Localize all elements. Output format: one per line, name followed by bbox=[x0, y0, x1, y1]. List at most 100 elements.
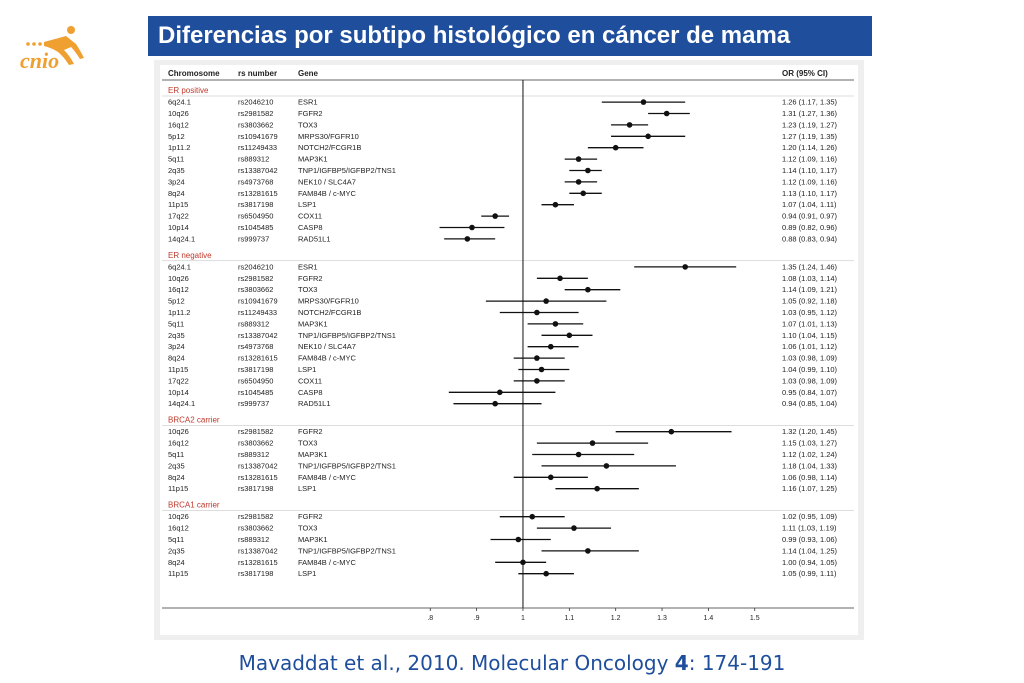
x-tick-label: 1.1 bbox=[564, 615, 574, 622]
row-gene: TOX3 bbox=[298, 524, 317, 533]
row-gene: MRPS30/FGFR10 bbox=[298, 132, 359, 141]
row-chromosome: 10q26 bbox=[168, 427, 189, 436]
row-rs-number: rs2981582 bbox=[238, 274, 273, 283]
x-tick-label: .8 bbox=[427, 615, 433, 622]
row-chromosome: 10p14 bbox=[168, 388, 189, 397]
row-or-label: 1.00 (0.94, 1.05) bbox=[782, 558, 838, 567]
row-gene: RAD51L1 bbox=[298, 399, 331, 408]
forest-plot: Chromosome rs number Gene OR (95% CI) ER pos… bbox=[162, 69, 854, 622]
row-gene: CASP8 bbox=[298, 223, 323, 232]
row-or-label: 1.14 (1.09, 1.21) bbox=[782, 285, 838, 294]
row-or-label: 1.07 (1.01, 1.13) bbox=[782, 319, 838, 328]
x-tick-label: 1.3 bbox=[657, 615, 667, 622]
x-tick-label: 1.4 bbox=[704, 615, 714, 622]
row-or-label: 1.04 (0.99, 1.10) bbox=[782, 365, 838, 374]
row-chromosome: 5q11 bbox=[168, 450, 184, 459]
row-rs-number: rs11249433 bbox=[238, 143, 277, 152]
row-or-label: 1.03 (0.98, 1.09) bbox=[782, 376, 838, 385]
row-chromosome: 5q11 bbox=[168, 319, 184, 328]
row-chromosome: 11p15 bbox=[168, 365, 188, 374]
or-point bbox=[626, 122, 633, 128]
row-gene: FGFR2 bbox=[298, 512, 323, 521]
or-point bbox=[603, 463, 610, 469]
row-rs-number: rs3803662 bbox=[238, 439, 273, 448]
row-chromosome: 1p11.2 bbox=[168, 308, 190, 317]
row-chromosome: 10q26 bbox=[168, 512, 189, 521]
group-label: BRCA2 carrier bbox=[168, 416, 220, 425]
row-gene: MRPS30/FGFR10 bbox=[298, 297, 359, 306]
group-label: ER positive bbox=[168, 86, 209, 95]
row-or-label: 1.02 (0.95, 1.09) bbox=[782, 512, 838, 521]
row-or-label: 1.14 (1.04, 1.25) bbox=[782, 546, 838, 555]
row-chromosome: 17q22 bbox=[168, 212, 189, 221]
row-rs-number: rs889312 bbox=[238, 535, 269, 544]
row-rs-number: rs13387042 bbox=[238, 166, 278, 175]
row-rs-number: rs3817198 bbox=[238, 569, 273, 578]
row-gene: FGFR2 bbox=[298, 109, 323, 118]
or-point bbox=[496, 389, 503, 396]
or-point bbox=[534, 355, 540, 361]
or-point bbox=[589, 440, 596, 446]
row-chromosome: 3p24 bbox=[168, 177, 185, 186]
row-gene: NOTCH2/FCGR1B bbox=[298, 308, 361, 317]
cnio-logo: cnio bbox=[14, 20, 92, 78]
or-point bbox=[547, 474, 554, 481]
row-chromosome: 11p15 bbox=[168, 200, 188, 209]
row-chromosome: 16q12 bbox=[168, 439, 189, 448]
row-or-label: 1.15 (1.03, 1.27) bbox=[782, 439, 838, 448]
or-point bbox=[543, 570, 549, 577]
row-chromosome: 10p14 bbox=[168, 223, 189, 232]
group-label: ER negative bbox=[168, 251, 212, 260]
row-rs-number: rs13387042 bbox=[238, 546, 278, 555]
or-point bbox=[529, 513, 536, 520]
row-rs-number: rs11249433 bbox=[238, 308, 277, 317]
or-point bbox=[663, 110, 670, 117]
row-chromosome: 5p12 bbox=[168, 132, 185, 141]
row-chromosome: 16q12 bbox=[168, 285, 189, 294]
row-chromosome: 2q35 bbox=[168, 166, 185, 175]
row-chromosome: 10q26 bbox=[168, 274, 189, 283]
row-rs-number: rs6504950 bbox=[238, 376, 273, 385]
row-rs-number: rs10941679 bbox=[238, 297, 278, 306]
or-point bbox=[547, 343, 554, 350]
row-or-label: 1.32 (1.20, 1.45) bbox=[782, 427, 838, 436]
or-point bbox=[469, 224, 475, 231]
or-point bbox=[668, 428, 675, 435]
row-rs-number: rs2046210 bbox=[238, 262, 273, 271]
row-gene: FAM84B / c-MYC bbox=[298, 354, 357, 363]
row-rs-number: rs2981582 bbox=[238, 512, 273, 521]
or-point bbox=[464, 236, 471, 242]
column-header: Chromosome bbox=[168, 69, 220, 78]
row-or-label: 1.27 (1.19, 1.35) bbox=[782, 132, 838, 141]
or-point bbox=[575, 451, 582, 458]
row-rs-number: rs2981582 bbox=[238, 109, 273, 118]
row-gene: LSP1 bbox=[298, 569, 316, 578]
row-or-label: 1.26 (1.17, 1.35) bbox=[782, 98, 838, 107]
row-or-label: 1.13 (1.10, 1.17) bbox=[782, 189, 838, 198]
row-or-label: 1.16 (1.07, 1.25) bbox=[782, 484, 838, 493]
or-point bbox=[585, 167, 591, 174]
or-point bbox=[538, 366, 545, 373]
row-or-label: 1.05 (0.92, 1.18) bbox=[782, 297, 838, 306]
row-gene: FGFR2 bbox=[298, 427, 323, 436]
row-rs-number: rs13281615 bbox=[238, 354, 278, 363]
row-gene: TOX3 bbox=[298, 120, 317, 129]
row-rs-number: rs1045485 bbox=[238, 388, 273, 397]
row-rs-number: rs3803662 bbox=[238, 285, 273, 294]
row-chromosome: 6q24.1 bbox=[168, 98, 191, 107]
row-chromosome: 2q35 bbox=[168, 546, 185, 555]
or-point bbox=[580, 190, 587, 197]
or-point bbox=[552, 201, 559, 208]
row-chromosome: 5p12 bbox=[168, 297, 185, 306]
row-or-label: 1.14 (1.10, 1.17) bbox=[782, 166, 838, 175]
row-rs-number: rs13281615 bbox=[238, 558, 278, 567]
row-chromosome: 10q26 bbox=[168, 109, 189, 118]
or-point bbox=[575, 179, 582, 185]
logo-text: cnio bbox=[20, 48, 59, 73]
or-point bbox=[571, 525, 577, 531]
citation: Mavaddat et al., 2010. Molecular Oncolog… bbox=[0, 651, 1024, 675]
row-chromosome: 16q12 bbox=[168, 524, 189, 533]
or-point bbox=[492, 213, 498, 219]
row-or-label: 0.89 (0.82, 0.96) bbox=[782, 223, 838, 232]
row-gene: TNP1/IGFBP5/IGFBP2/TNS1 bbox=[298, 546, 396, 555]
